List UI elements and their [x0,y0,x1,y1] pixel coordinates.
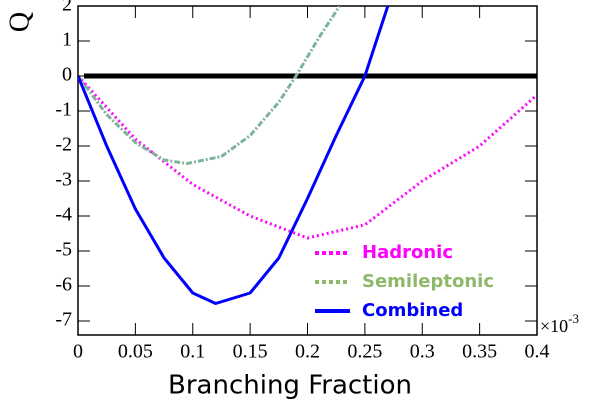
y-tick-label: -2 [55,134,72,156]
y-tick-label: -1 [55,99,72,121]
y-tick-label: -6 [55,274,72,296]
y-tick-label: -4 [55,204,72,226]
y-tick-label: -7 [55,309,72,331]
y-tick-label: -3 [55,169,72,191]
x-multiplier-exponent: -3 [568,311,579,326]
curve [78,74,537,240]
x-multiplier-base: ×10 [540,316,568,336]
x-tick-label: 0.4 [525,341,550,363]
x-tick-label: 0.2 [295,341,320,363]
y-tick-label: -5 [55,239,72,261]
y-tick-label: 0 [62,64,72,86]
x-tick-label: 0 [73,341,83,363]
x-tick-label: 0.05 [118,341,153,363]
curve [78,6,390,305]
curves [78,6,537,305]
y-axis-label: Q [4,12,35,32]
legend-label: Hadronic [362,242,453,263]
legend-label: Semileptonic [362,271,494,292]
y-tick-label: 1 [62,29,72,51]
y-tick-label: 2 [62,0,72,16]
x-tick-label: 0.3 [410,341,435,363]
x-tick-label: 0.25 [347,341,382,363]
legend-label: Combined [362,300,463,321]
x-axis-label: Branching Fraction [168,371,412,401]
x-tick-label: 0.35 [462,341,497,363]
x-tick-label: 0.1 [180,341,205,363]
x-multiplier: ×10-3 [540,311,579,336]
x-tick-label: 0.15 [233,341,268,363]
curve [78,6,341,165]
